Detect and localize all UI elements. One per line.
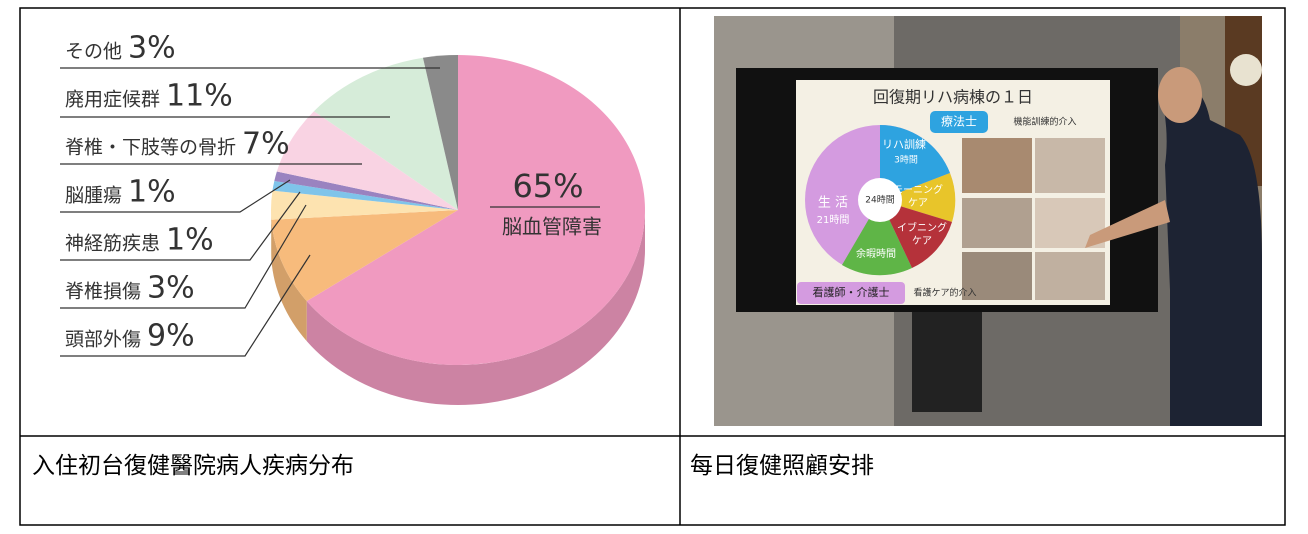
tv-stand	[912, 312, 982, 412]
slice-value: 11%	[166, 79, 233, 114]
slide-text: モーニング	[893, 183, 943, 196]
caption: 入住初台復健醫院病人疾病分布	[32, 453, 354, 479]
slide-text: ケア	[908, 197, 928, 209]
slide-text: 回復期リハ病棟の１日	[873, 88, 1033, 107]
slice-value: 1%	[166, 223, 214, 258]
slide-text: 21時間	[817, 214, 850, 226]
slice-name: 脊椎損傷	[65, 281, 141, 303]
slide-photo	[962, 198, 1032, 248]
slice-name: 脳血管障害	[502, 215, 602, 239]
slice-value: 7%	[242, 127, 290, 162]
slide-text: 24時間	[865, 195, 894, 206]
slide-text: リハ訓練	[882, 137, 926, 151]
slide-text: 看護ケア的介入	[913, 287, 976, 299]
slide-text: ケア	[912, 235, 932, 247]
slice-value: 1%	[128, 175, 176, 210]
slice-name: 脊椎・下肢等の骨折	[65, 137, 236, 159]
slide-photo	[1035, 252, 1105, 300]
slide-text: 機能訓練的介入	[1013, 116, 1076, 128]
slide-text: 看護師・介護士	[813, 285, 890, 299]
slide-text: 余暇時間	[856, 247, 896, 260]
slide-photo	[1035, 138, 1105, 193]
slice-value: 3%	[128, 31, 176, 66]
slice-value: 65%	[512, 167, 583, 205]
slide-text: 3時間	[894, 155, 918, 166]
slice-name: 脳腫瘍	[65, 185, 122, 207]
caption: 每日復健照顧安排	[690, 453, 874, 479]
slice-name: 神経筋疾患	[65, 233, 160, 255]
slice-name: 廃用症候群	[65, 89, 160, 111]
slide-text: 療法士	[941, 115, 977, 129]
person-head	[1158, 67, 1202, 123]
slide-text: イブニング	[897, 221, 947, 234]
slice-value: 3%	[147, 271, 195, 306]
slide-text: 生 活	[818, 196, 848, 211]
slide-photo	[962, 138, 1032, 193]
slice-name: その他	[65, 41, 122, 63]
slice-value: 9%	[147, 319, 195, 354]
slice-name: 頭部外傷	[65, 329, 141, 351]
clock-face	[1230, 54, 1262, 86]
